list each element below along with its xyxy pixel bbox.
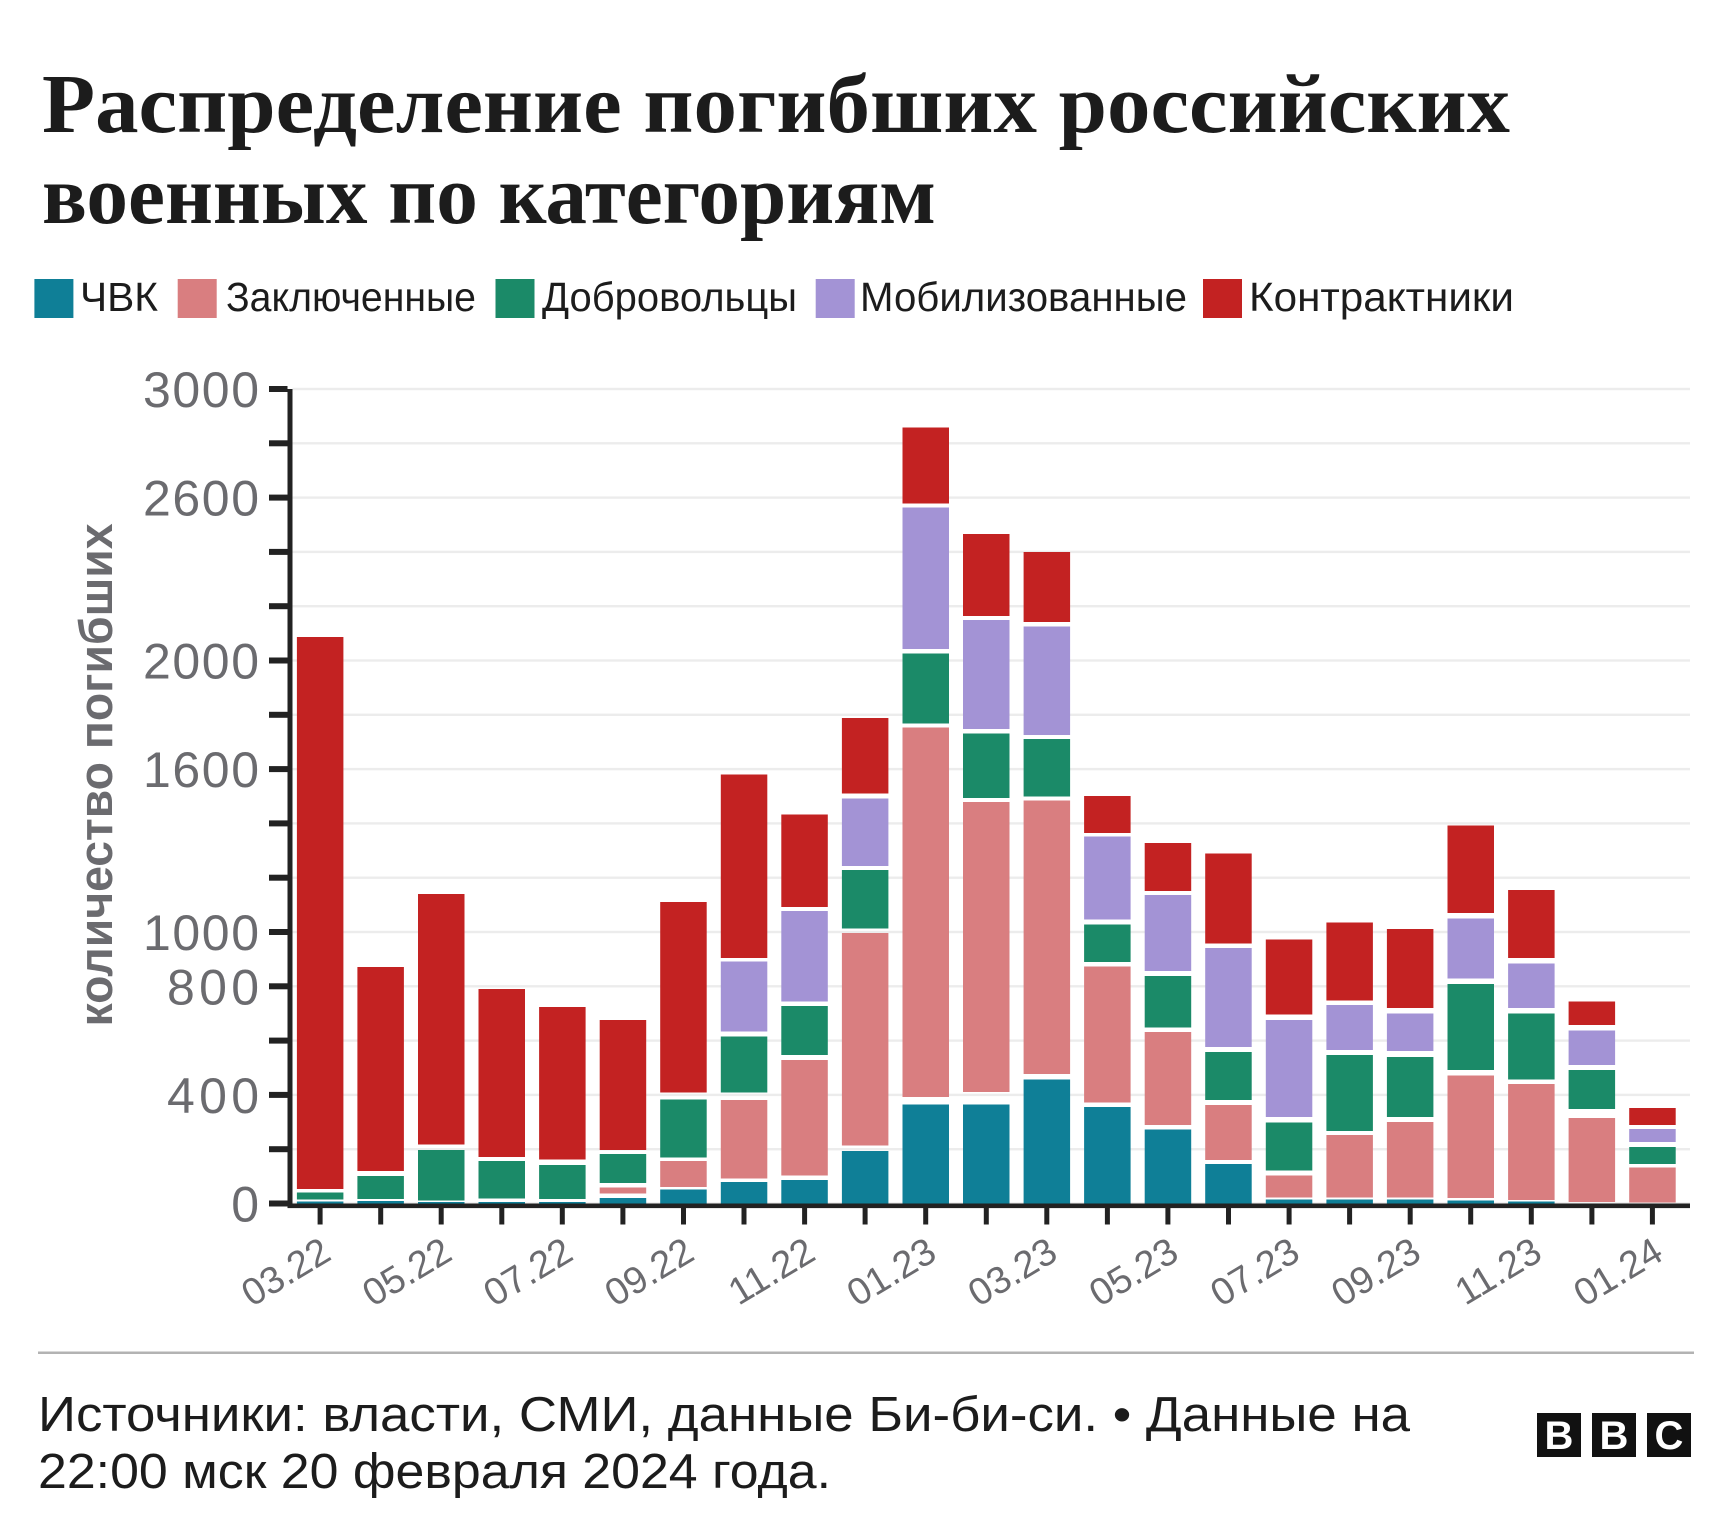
svg-text:22:00 мск 20 февраля 2024 года: 22:00 мск 20 февраля 2024 года. — [38, 1445, 831, 1499]
svg-text:2000: 2000 — [143, 634, 259, 690]
svg-text:2600: 2600 — [143, 471, 259, 527]
svg-text:Заключенные: Заключенные — [226, 274, 476, 320]
svg-text:Контрактники: Контрактники — [1249, 274, 1514, 320]
svg-text:0: 0 — [231, 1177, 259, 1233]
svg-text:1600: 1600 — [143, 742, 259, 798]
svg-text:количество погибших: количество погибших — [69, 524, 122, 1027]
svg-text:B: B — [1545, 1414, 1574, 1458]
svg-text:B: B — [1600, 1414, 1629, 1458]
svg-text:военных по категориям: военных по категориям — [42, 149, 936, 242]
svg-text:400: 400 — [167, 1068, 259, 1124]
svg-text:Распределение погибших российс: Распределение погибших российских — [42, 58, 1510, 151]
svg-text:Источники: власти, СМИ, данные: Источники: власти, СМИ, данные Би-би-си.… — [38, 1388, 1411, 1442]
svg-text:3000: 3000 — [143, 362, 259, 418]
svg-text:Добровольцы: Добровольцы — [542, 274, 797, 320]
svg-text:C: C — [1655, 1414, 1684, 1458]
svg-text:1000: 1000 — [143, 905, 259, 961]
svg-text:800: 800 — [167, 959, 259, 1015]
svg-text:Мобилизованные: Мобилизованные — [860, 274, 1187, 320]
svg-text:ЧВК: ЧВК — [80, 274, 158, 320]
